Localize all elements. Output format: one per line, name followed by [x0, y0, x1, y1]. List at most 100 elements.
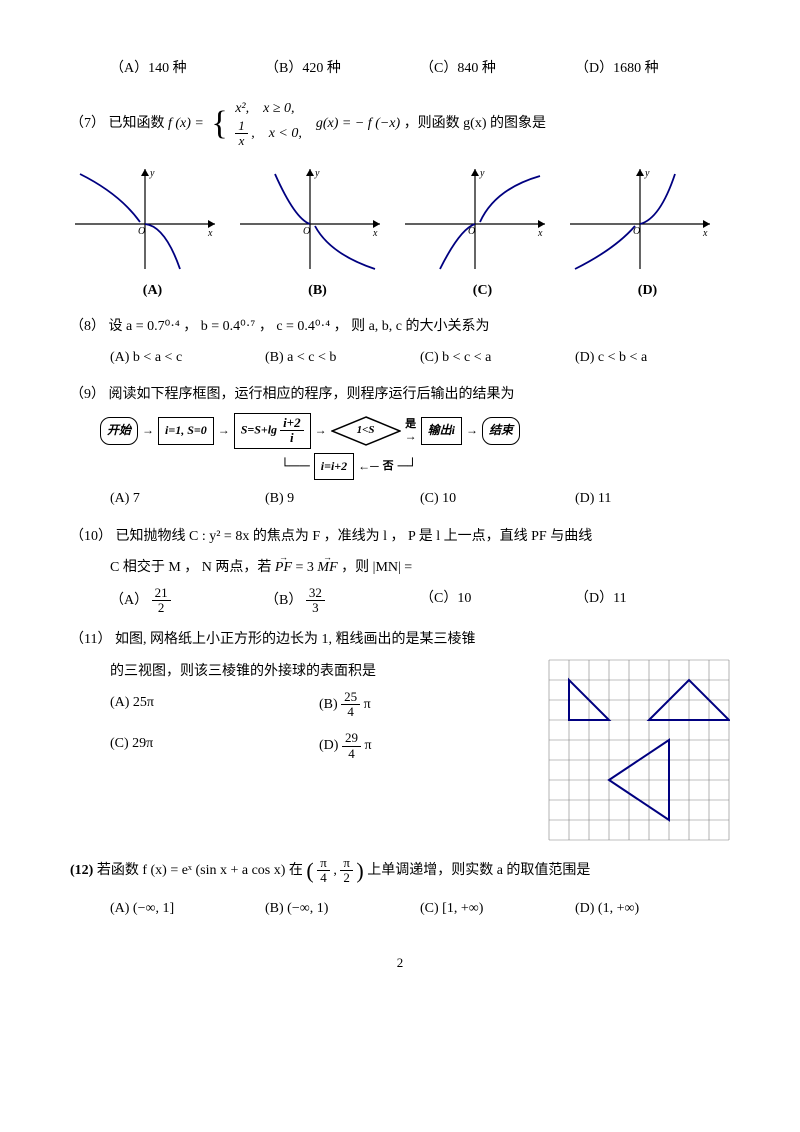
q7: （7） 已知函数 f (x) = { x², x ≥ 0, 1 x , x < …	[70, 93, 730, 154]
q11-d-lbl: (D)	[319, 738, 342, 753]
flow-s-n: i+2	[280, 416, 304, 431]
arrow-icon: ←─	[358, 456, 379, 478]
flow-loop: i=i+2	[314, 453, 354, 481]
q12-stem-p2: 上单调递增，则实数 a 的取值范围是	[367, 863, 590, 878]
q11-num: （11）	[70, 632, 111, 647]
q8-opt-c: (C) b < c < a	[420, 345, 575, 370]
svg-text:O: O	[138, 226, 145, 237]
q10-stem2-p1: C 相交于 M ， N 两点，若	[110, 560, 275, 575]
q6-options: （A）140 种 （B）420 种 （C）840 种 （D）1680 种	[110, 56, 730, 81]
q10-opt-c: （C）10	[420, 586, 575, 616]
q11-d-d: 4	[342, 747, 361, 761]
q6-opt-d: （D）1680 种	[575, 56, 730, 81]
q10: （10） 已知抛物线 C : y² = 8x 的焦点为 F ，准线为 l ， P…	[70, 524, 730, 549]
q9-stem: 阅读如下程序框图，运行相应的程序，则程序运行后输出的结果为	[109, 387, 515, 402]
svg-text:x: x	[372, 228, 378, 239]
q11-opt-a: (A) 25π	[110, 690, 319, 720]
q11: （11） 如图, 网格纸上小正方形的边长为 1, 粗线画出的是某三棱锥	[70, 627, 730, 652]
q11-b-n: 25	[341, 690, 360, 705]
q7-brace: {	[211, 93, 227, 154]
q12-int-r-d: 2	[340, 871, 353, 885]
q9: （9） 阅读如下程序框图，运行相应的程序，则程序运行后输出的结果为	[70, 382, 730, 407]
q10-options: （A） 212 （B） 323 （C）10 （D）11	[110, 586, 730, 616]
svg-text:y: y	[149, 168, 155, 179]
q12-options: (A) (−∞, 1] (B) (−∞, 1) (C) [1, +∞) (D) …	[110, 896, 730, 921]
q10-stem1: 已知抛物线 C : y² = 8x 的焦点为 F ，准线为 l ， P 是 l …	[116, 529, 593, 544]
svg-text:y: y	[479, 168, 485, 179]
q12-int-l-n: π	[317, 856, 330, 871]
flow-update-s: S=S+lg i+2 i	[234, 413, 311, 449]
arrow-icon: →	[218, 420, 230, 442]
q7-graph-a: O x y (A)	[70, 164, 235, 303]
q8-options: (A) b < a < c (B) a < c < b (C) b < c < …	[110, 345, 730, 370]
q9-opt-c: (C) 10	[420, 486, 575, 511]
q8-num: （8）	[70, 319, 105, 334]
q11-opt-d: (D) 294 π	[319, 731, 528, 761]
q7-piece2-d: x	[235, 134, 248, 148]
q9-opt-a: (A) 7	[110, 486, 265, 511]
q10-a-d: 2	[152, 601, 171, 615]
q8-opt-b: (B) a < c < b	[265, 345, 420, 370]
page-number: 2	[70, 951, 730, 974]
flow-no: 否	[383, 457, 394, 477]
q11-stem2: 的三视图，则该三棱锥的外接球的表面积是	[110, 659, 528, 684]
q6-opt-c: （C）840 种	[420, 56, 575, 81]
q7-graphs: O x y (A) O x y (B)	[70, 164, 730, 303]
flow-s-d: i	[280, 431, 304, 445]
q9-opt-b: (B) 9	[265, 486, 420, 511]
q11-d-suf: π	[364, 738, 371, 753]
q12-opt-b: (B) (−∞, 1)	[265, 896, 420, 921]
q11-opt-c: (C) 29π	[110, 731, 319, 761]
q12-opt-d: (D) (1, +∞)	[575, 896, 730, 921]
q7-piece2-comma: ,	[251, 126, 255, 141]
q12-opt-c: (C) [1, +∞)	[420, 896, 575, 921]
svg-text:y: y	[644, 168, 650, 179]
q7-stem1: 已知函数	[109, 116, 169, 131]
q12: (12) 若函数 f (x) = eˣ (sin x + a cos x) 在 …	[70, 851, 730, 891]
q11-stem1: 如图, 网格纸上小正方形的边长为 1, 粗线画出的是某三棱锥	[115, 632, 476, 647]
q11-b-suf: π	[364, 697, 371, 712]
flow-init: i=1, S=0	[158, 417, 214, 445]
q7-graph-b: O x y (B)	[235, 164, 400, 303]
q7-graph-d: O x y (D)	[565, 164, 730, 303]
q10-opt-b: （B） 323	[265, 586, 420, 616]
q9-flowchart: 开始 → i=1, S=0 → S=S+lg i+2 i → 1<S 是 → 输…	[70, 413, 730, 480]
flow-cond-text: 1<S	[331, 421, 401, 441]
q8-stem: 设 a = 0.7⁰·⁴ ， b = 0.4⁰·⁷ ， c = 0.4⁰·⁴ ，…	[109, 319, 490, 334]
q7-piece2-cond: x < 0,	[269, 126, 302, 141]
svg-text:x: x	[207, 228, 213, 239]
q7-gx: g(x) = − f (−x)	[316, 116, 400, 131]
arrow-icon: →	[315, 420, 327, 442]
q8: （8） 设 a = 0.7⁰·⁴ ， b = 0.4⁰·⁷ ， c = 0.4⁰…	[70, 314, 730, 339]
svg-text:x: x	[702, 228, 708, 239]
q10-stem2: C 相交于 M ， N 两点，若 → PF = 3 → MF ，则 |MN| =	[110, 555, 730, 580]
q11-b-d: 4	[341, 705, 360, 719]
q10-opt-a-lbl: （A）	[110, 593, 148, 608]
arrow-icon: →	[142, 420, 154, 442]
q7-stem2: ，则函数 g(x) 的图象是	[404, 116, 546, 131]
arrow-icon: →	[405, 430, 417, 442]
q9-opt-d: (D) 11	[575, 486, 730, 511]
q7-piece2-n: 1	[235, 119, 248, 134]
flow-start: 开始	[100, 417, 138, 445]
q9-num: （9）	[70, 387, 105, 402]
q8-opt-d: (D) c < b < a	[575, 345, 730, 370]
flow-s-pre: S=S+lg	[241, 423, 277, 437]
q12-stem-p1: 若函数 f (x) = eˣ (sin x + a cos x) 在	[97, 863, 307, 878]
q7-piece1-expr: x²,	[235, 101, 249, 116]
q10-a-n: 21	[152, 586, 171, 601]
svg-text:y: y	[314, 168, 320, 179]
q11-grid-figure	[548, 659, 730, 841]
q12-opt-a: (A) (−∞, 1]	[110, 896, 265, 921]
q7-piece1-cond: x ≥ 0,	[263, 101, 294, 116]
q6-opt-b: （B）420 种	[265, 56, 420, 81]
q7-label-b: (B)	[235, 278, 400, 303]
arrow-icon: →	[466, 420, 478, 442]
q12-int-l-d: 4	[317, 871, 330, 885]
q7-graph-c: O x y (C)	[400, 164, 565, 303]
q7-num: （7）	[70, 116, 105, 131]
q7-fx: f (x) =	[168, 116, 207, 131]
svg-text:x: x	[537, 228, 543, 239]
flow-end: 结束	[482, 417, 520, 445]
q12-int-r-n: π	[340, 856, 353, 871]
